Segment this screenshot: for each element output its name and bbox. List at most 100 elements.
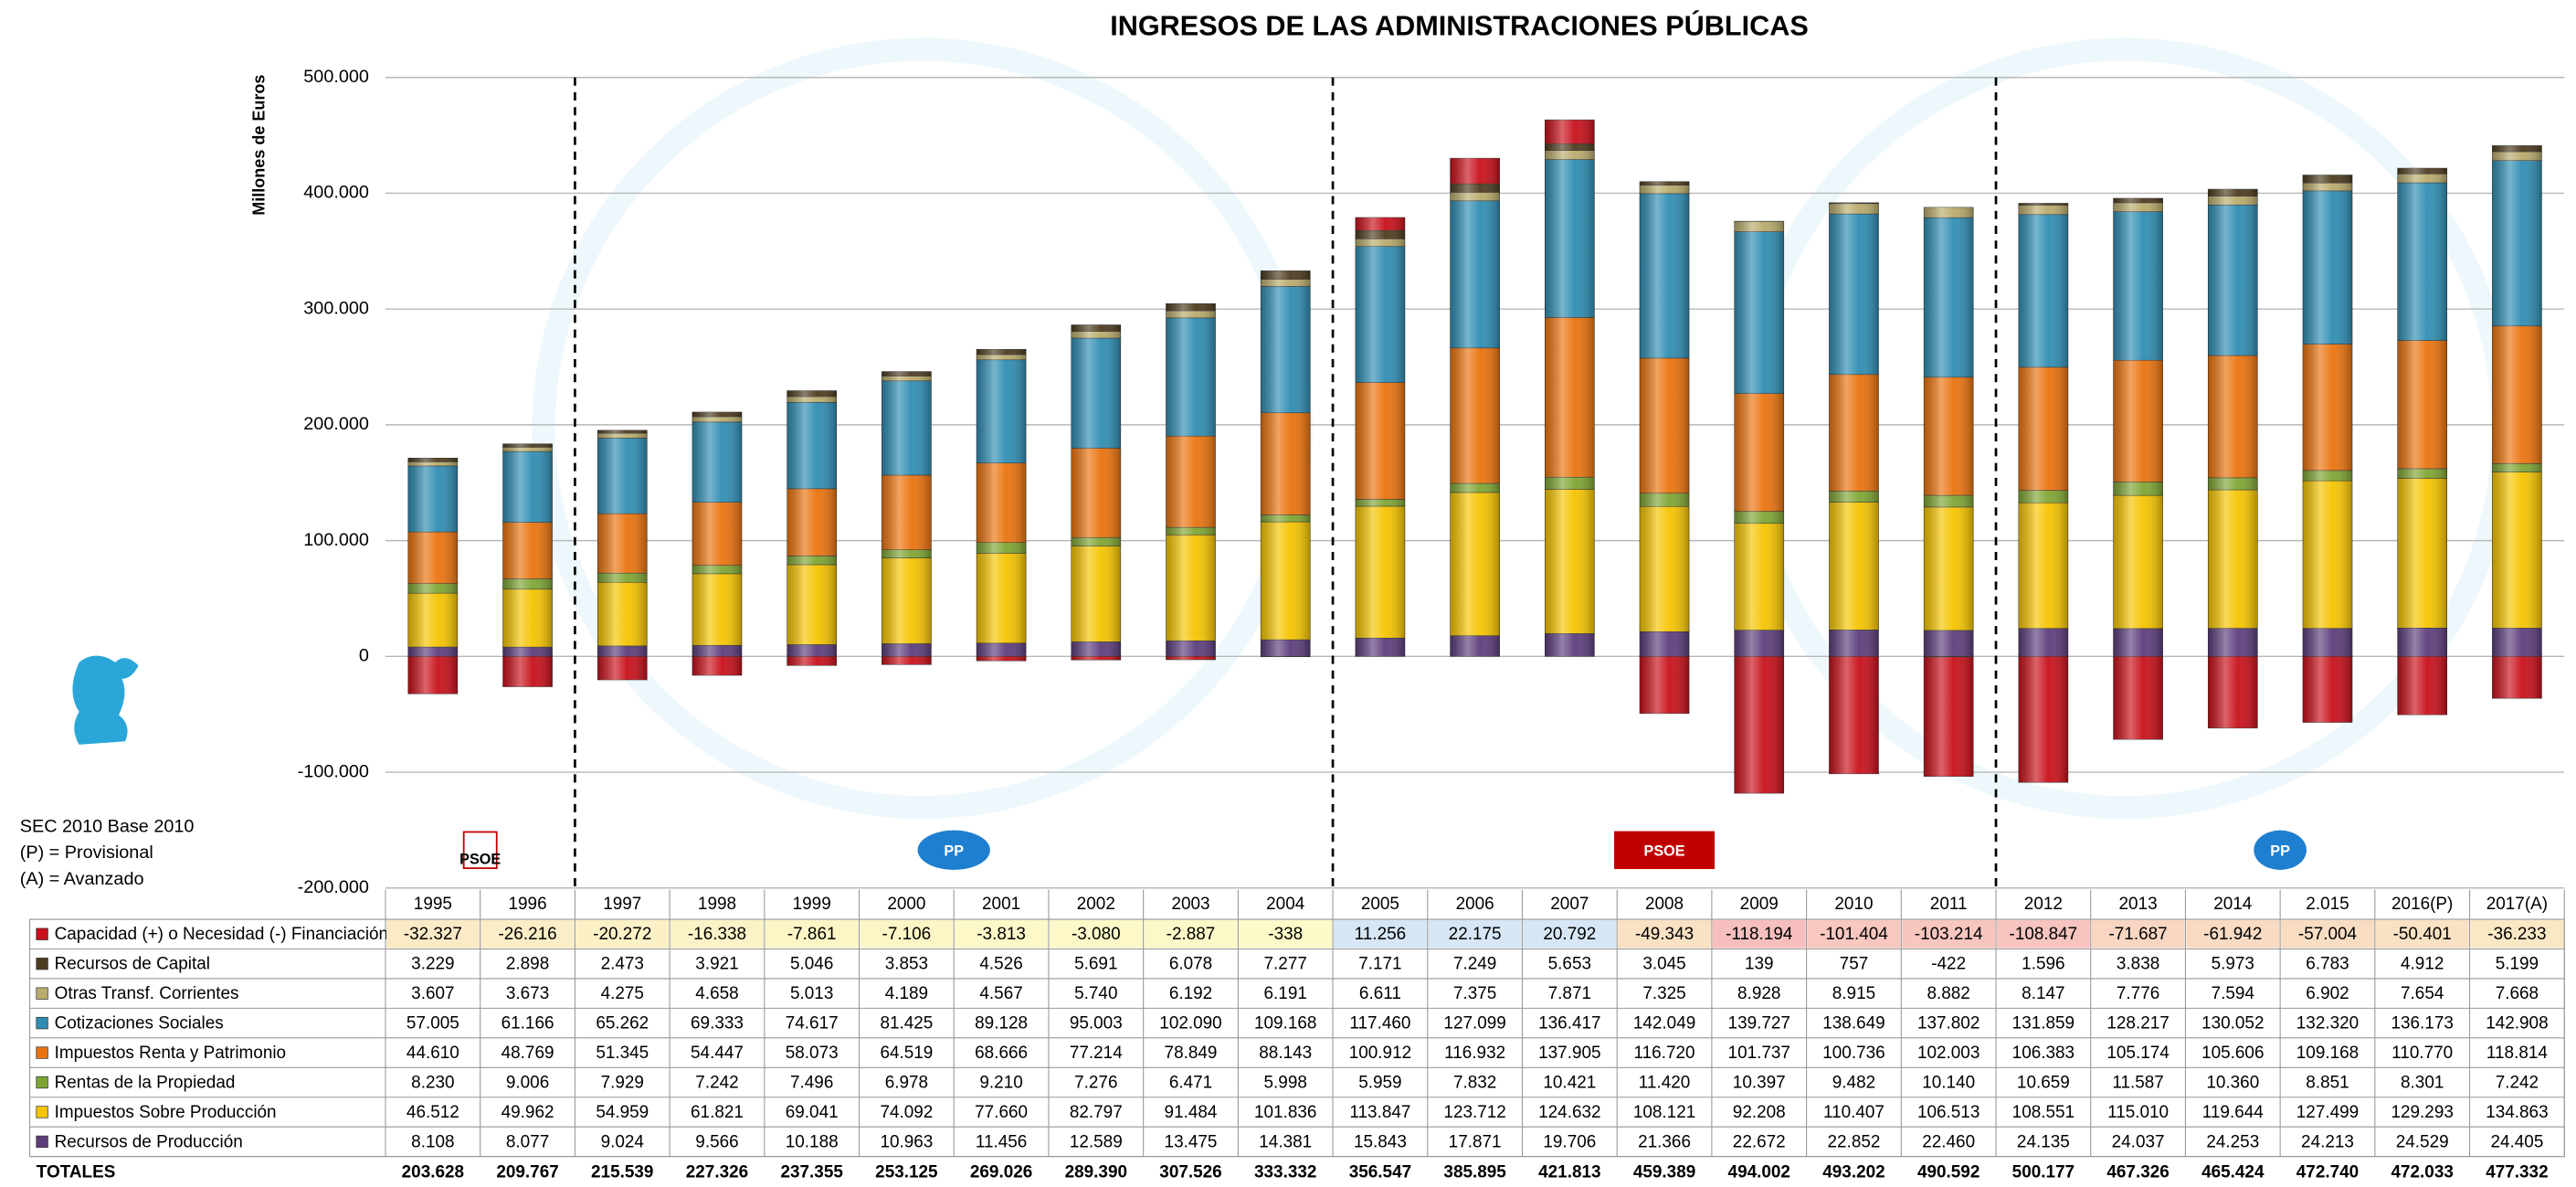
table-cell: 106.513 [1917,1103,1980,1122]
bar-shine [2397,468,2447,479]
cell-background [765,919,859,949]
table-cell: 102.090 [1159,1014,1221,1033]
table-cell: 3.921 [695,955,738,974]
table-cell: 77.660 [975,1103,1028,1122]
bar-shine [977,349,1027,355]
bar-shine [1734,523,1784,631]
total-cell: 472.740 [2296,1163,2359,1182]
bar-shine [977,553,1027,643]
table-cell: 117.460 [1349,1014,1410,1033]
table-cell: 4.912 [2401,955,2444,974]
x-tick-label: 1997 [603,895,641,914]
table-cell: 110.407 [1823,1103,1884,1122]
table-cell: 7.871 [1548,984,1591,1003]
table-cell: 110.770 [2391,1044,2453,1063]
table-cell: 118.814 [2486,1044,2548,1063]
bar-shine [2302,175,2353,184]
table-cell: 7.277 [1264,955,1307,974]
table-cell: 24.037 [2112,1132,2165,1151]
table-cell: 4.526 [979,955,1022,974]
table-cell: 113.847 [1349,1103,1410,1122]
bar-shine [977,359,1027,463]
bar-shine [502,447,553,452]
table-cell: 61.821 [691,1103,744,1122]
bar-shine [2113,495,2163,629]
bar-shine [1924,217,1974,377]
x-tick-label: 2001 [982,895,1020,914]
bar-shine [1261,270,1311,280]
bar-shine [2113,482,2163,496]
table-cell: -61.942 [2203,925,2262,944]
table-cell: 108.121 [1633,1103,1695,1122]
table-cell: 105.174 [2106,1044,2169,1063]
table-cell: 116.932 [1444,1044,1505,1063]
table-cell: -71.687 [2108,925,2167,944]
table-cell: -7.106 [882,925,932,944]
bar-shine [787,488,837,556]
table-cell: 138.649 [1822,1014,1884,1033]
bar-shine [1166,317,1216,437]
legend-label: Impuestos Sobre Producción [55,1103,277,1122]
bar-shine [2018,503,2068,629]
bar-shine [1924,376,1974,496]
bar-shine [1355,246,1405,383]
bar-shine [977,462,1027,543]
table-cell: -3.080 [1072,925,1121,944]
y-axis-label: Millones de Euros [250,75,269,216]
bar-shine [2113,656,2163,740]
x-tick-label: 1998 [698,895,736,914]
table-cell: 119.644 [2202,1103,2264,1122]
bar-shine [2397,628,2447,657]
bar-shine [1640,193,1690,358]
party-logo [1614,831,1716,870]
note: SEC 2010 Base 2010 [20,816,195,836]
bar-shine [407,461,458,466]
cell-background [860,919,954,949]
cell-background [1996,919,2090,949]
table-cell: 6.192 [1169,984,1212,1003]
bar-shine [1071,338,1121,449]
legend-swatch [36,987,48,1000]
bar-shine [787,390,837,397]
table-cell: 17.871 [1449,1132,1502,1151]
bar-shine [1166,527,1216,535]
table-cell: 11.587 [2112,1073,2163,1092]
party-label: PP [2270,843,2290,859]
table-cell: 69.333 [691,1014,744,1033]
table-cell: 6.978 [885,1073,928,1092]
bar-shine [1640,506,1690,632]
legend-swatch [36,1135,48,1149]
bar-shine [1640,631,1690,657]
bar-shine [692,645,743,657]
bar-shine [597,573,648,583]
bar-shine [2208,477,2258,490]
table-cell: 7.249 [1453,955,1496,974]
cell-background [1144,919,1238,949]
legend-label: Recursos de Producción [55,1132,243,1151]
bar-shine [2018,490,2068,503]
bar-shine [1545,489,1595,634]
bar-shine [1166,436,1216,528]
table-cell: 142.049 [1633,1014,1695,1033]
table-cell: -36.233 [2487,925,2546,944]
bar-shine [692,502,743,566]
x-tick-label: 2017(A) [2486,895,2548,914]
table-cell: 24.253 [2206,1132,2259,1151]
x-tick-label: 2011 [1930,895,1968,914]
bar-shine [2492,472,2542,629]
bar-shine [692,573,743,646]
table-cell: 64.519 [880,1044,933,1063]
cell-background [1428,919,1522,949]
bar-shine [2208,355,2258,478]
bar-shine [1071,656,1121,661]
total-cell: 203.628 [402,1163,464,1182]
table-cell: 24.213 [2301,1132,2354,1151]
bar-shine [2208,656,2258,728]
bar-shine [407,583,458,594]
table-cell: 139.727 [1728,1014,1790,1033]
table-cell: 5.653 [1548,955,1591,974]
bar-shine [2208,205,2258,356]
bar-shine [1829,491,1879,503]
table-cell: -26.216 [498,925,556,944]
table-cell: 5.691 [1074,955,1117,974]
